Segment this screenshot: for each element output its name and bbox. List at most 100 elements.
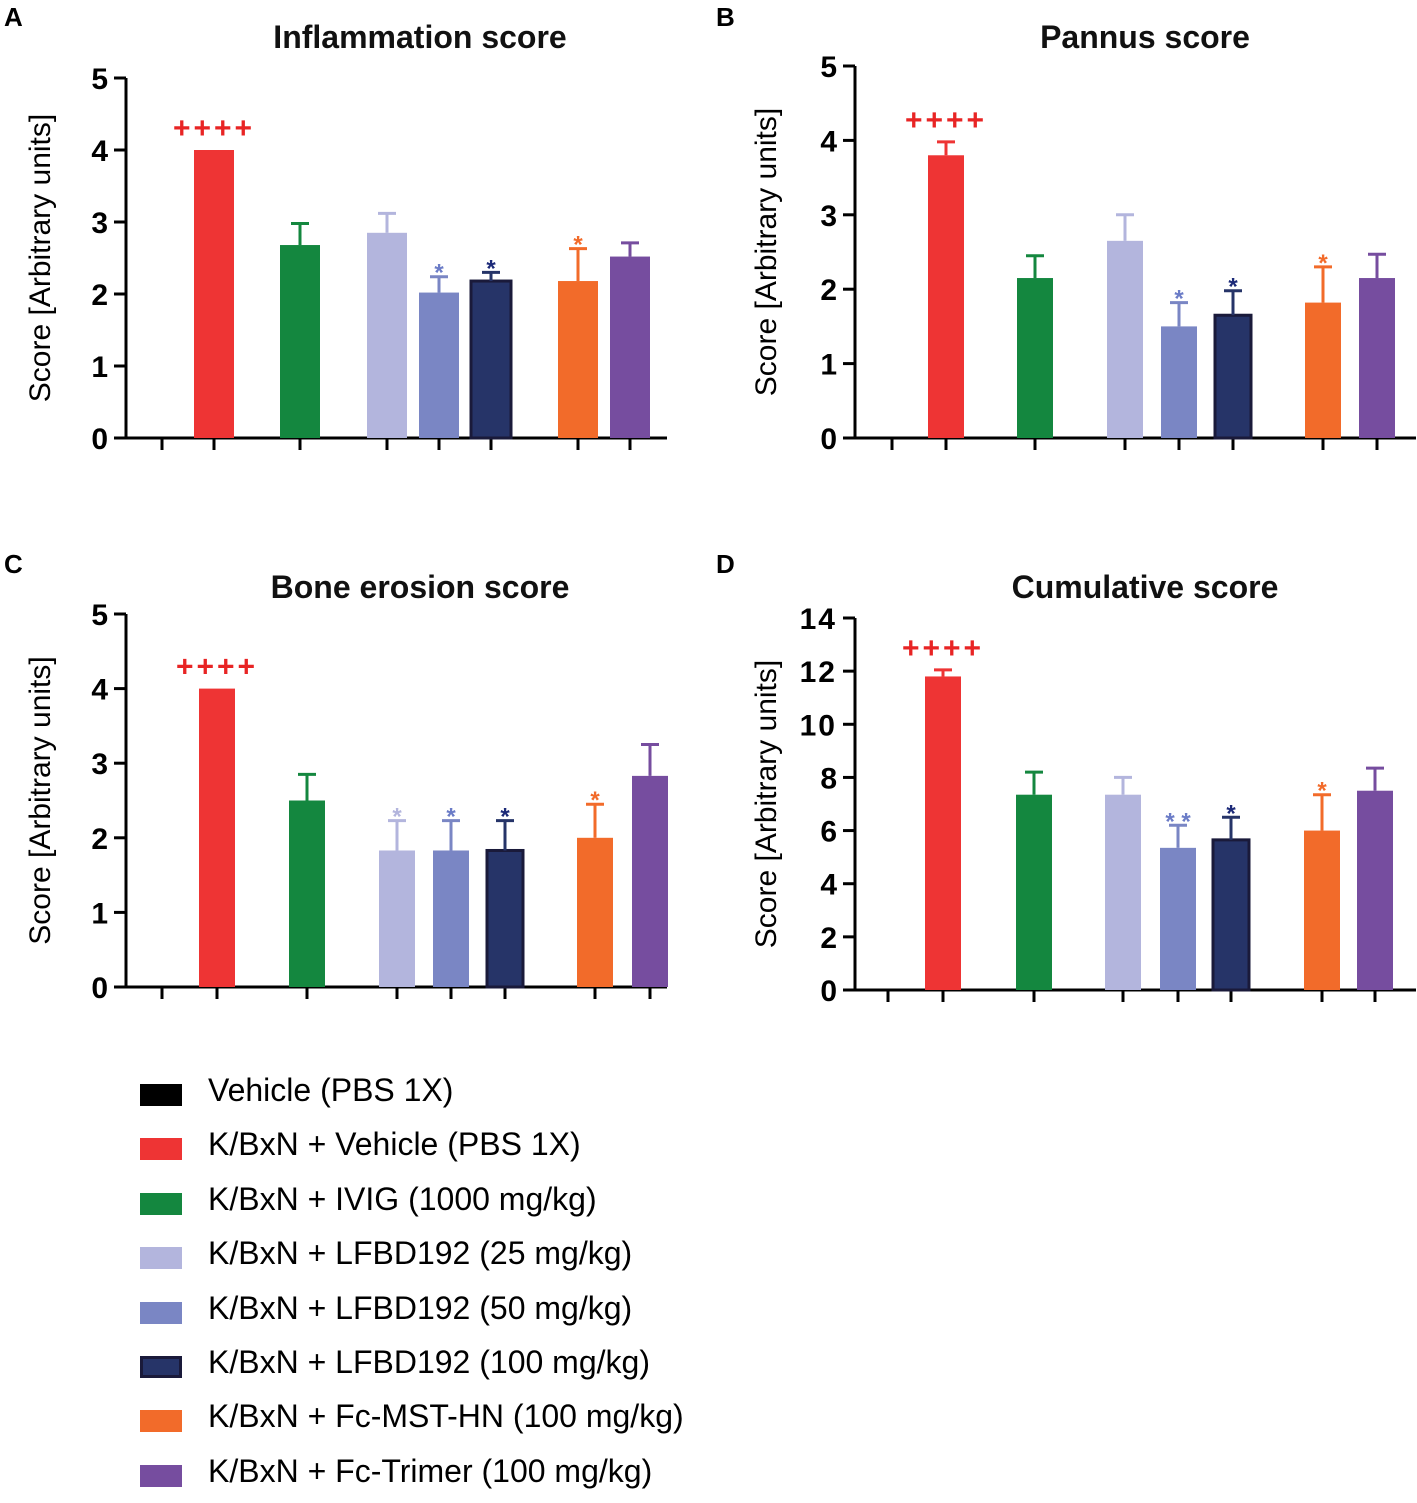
legend-label: K/BxN + Fc-MST-HN (100 mg/kg)	[208, 1398, 684, 1435]
legend-label: K/BxN + Vehicle (PBS 1X)	[208, 1126, 581, 1163]
y-tick-label: 5	[820, 51, 837, 84]
significance-asterisk-marker: *	[1174, 286, 1184, 313]
significance-asterisk-marker: *	[446, 804, 456, 831]
legend-swatch	[140, 1355, 182, 1378]
bar	[610, 256, 650, 438]
significance-asterisk-marker: * *	[1165, 808, 1191, 835]
y-axis-label: Score [Arbitrary units]	[750, 660, 783, 948]
chart-panel-D: D Cumulative score Score [Arbitrary units]…	[716, 549, 1416, 1008]
chart-panel-A: A Inflammation score Score [Arbitrary unit…	[4, 2, 667, 456]
bar	[928, 155, 964, 438]
bar	[632, 775, 668, 987]
chart-title: Cumulative score	[1012, 569, 1279, 605]
significance-asterisk-marker: *	[500, 804, 510, 831]
panel-letter: B	[716, 2, 735, 32]
bar	[558, 281, 598, 438]
bar	[367, 232, 407, 438]
significance-asterisk-marker: *	[1226, 800, 1236, 827]
y-tick-label: 0	[91, 423, 108, 456]
legend-label: K/BxN + Fc-Trimer (100 mg/kg)	[208, 1452, 653, 1489]
legend-swatch	[140, 1410, 182, 1433]
bar	[280, 245, 320, 438]
y-tick-label: 6	[820, 816, 837, 849]
y-tick-label: 2	[91, 279, 108, 312]
bar	[1161, 326, 1197, 438]
y-tick-label: 12	[800, 656, 837, 689]
bar	[194, 150, 234, 438]
chart-panel-C: C Bone erosion score Score [Arbitrary unit…	[4, 549, 668, 1005]
bar	[1016, 794, 1052, 990]
y-tick-label: 4	[820, 125, 837, 158]
y-tick-label: 5	[91, 599, 108, 632]
y-tick-label: 4	[820, 869, 837, 902]
legend-swatch	[140, 1301, 182, 1324]
panel-letter: A	[4, 2, 23, 32]
chart-title: Pannus score	[1040, 19, 1250, 55]
y-tick-label: 3	[91, 748, 108, 781]
bar	[485, 848, 525, 989]
legend-label: K/BxN + LFBD192 (25 mg/kg)	[208, 1235, 633, 1272]
y-tick-label: 1	[91, 351, 108, 384]
y-tick-label: 0	[820, 975, 837, 1008]
significance-asterisk-marker: *	[1317, 778, 1327, 805]
significance-asterisk-marker: *	[573, 232, 583, 259]
panel-letter: D	[716, 549, 735, 579]
significance-asterisk-marker: *	[1318, 250, 1328, 277]
bar	[1213, 313, 1253, 440]
y-axis-label: Score [Arbitrary units]	[24, 114, 57, 402]
significance-plus-marker: ++++	[905, 104, 987, 137]
chart-title: Bone erosion score	[271, 569, 570, 605]
bar	[1357, 790, 1393, 990]
chart-title: Inflammation score	[273, 19, 566, 55]
y-tick-label: 2	[91, 823, 108, 856]
significance-asterisk-marker: *	[590, 787, 600, 814]
significance-asterisk-marker: *	[392, 804, 402, 831]
y-tick-label: 1	[91, 897, 108, 930]
y-tick-label: 1	[820, 349, 837, 382]
bar	[1359, 278, 1395, 438]
significance-asterisk-marker: *	[434, 260, 444, 287]
legend-swatch	[140, 1247, 182, 1270]
significance-asterisk-marker: *	[1228, 274, 1238, 301]
bar	[925, 676, 961, 990]
significance-plus-marker: ++++	[176, 651, 258, 684]
bar	[289, 800, 325, 987]
bar	[469, 279, 513, 440]
y-tick-label: 3	[820, 200, 837, 233]
y-tick-label: 14	[800, 603, 837, 636]
legend-swatch	[140, 1192, 182, 1215]
y-tick-label: 2	[820, 922, 837, 955]
panel-letter: C	[4, 549, 23, 579]
legend-label: K/BxN + LFBD192 (100 mg/kg)	[208, 1343, 650, 1380]
legend-swatch	[140, 1138, 182, 1161]
bar	[1017, 278, 1053, 438]
significance-asterisk-marker: *	[486, 255, 496, 282]
y-tick-label: 0	[91, 972, 108, 1005]
legend-swatch	[140, 1084, 182, 1106]
y-tick-label: 4	[91, 674, 108, 707]
y-tick-label: 5	[91, 63, 108, 96]
y-tick-label: 2	[820, 274, 837, 307]
bar	[419, 292, 459, 438]
bar	[1304, 830, 1340, 990]
legend-label: K/BxN + IVIG (1000 mg/kg)	[208, 1180, 597, 1217]
bar	[379, 850, 415, 987]
bar	[433, 850, 469, 987]
chart-panel-B: B Pannus score Score [Arbitrary units] 0 1 2 3…	[716, 2, 1416, 456]
bar	[1107, 240, 1143, 438]
bar	[577, 837, 613, 987]
y-tick-label: 8	[820, 762, 837, 795]
bar	[1105, 794, 1141, 990]
legend-label: K/BxN + LFBD192 (50 mg/kg)	[208, 1289, 633, 1326]
y-axis-label: Score [Arbitrary units]	[750, 108, 783, 396]
y-tick-label: 4	[91, 135, 108, 168]
legend-swatch	[140, 1464, 182, 1487]
bar	[1211, 838, 1251, 992]
bar	[1305, 302, 1341, 438]
y-tick-label: 0	[820, 423, 837, 456]
y-axis-label: Score [Arbitrary units]	[24, 656, 57, 944]
bar	[1160, 847, 1196, 990]
charts-figure: A Inflammation score Score [Arbitrary unit…	[4, 2, 1416, 1008]
y-tick-label: 3	[91, 207, 108, 240]
legend-label: Vehicle (PBS 1X)	[208, 1072, 454, 1108]
